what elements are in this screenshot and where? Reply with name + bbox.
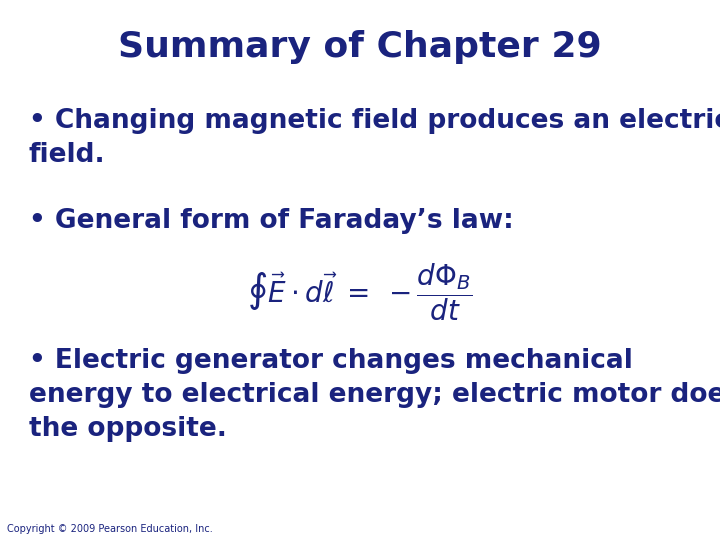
Text: $\oint \vec{E} \cdot d\vec{\ell} \; = \; -\dfrac{d\Phi_B}{dt}$: $\oint \vec{E} \cdot d\vec{\ell} \; = \;… [247,262,473,323]
Text: Copyright © 2009 Pearson Education, Inc.: Copyright © 2009 Pearson Education, Inc. [7,523,213,534]
Text: • Changing magnetic field produces an electric
field.: • Changing magnetic field produces an el… [29,108,720,168]
Text: • General form of Faraday’s law:: • General form of Faraday’s law: [29,208,513,234]
Text: • Electric generator changes mechanical
energy to electrical energy; electric mo: • Electric generator changes mechanical … [29,348,720,442]
Text: Summary of Chapter 29: Summary of Chapter 29 [118,30,602,64]
